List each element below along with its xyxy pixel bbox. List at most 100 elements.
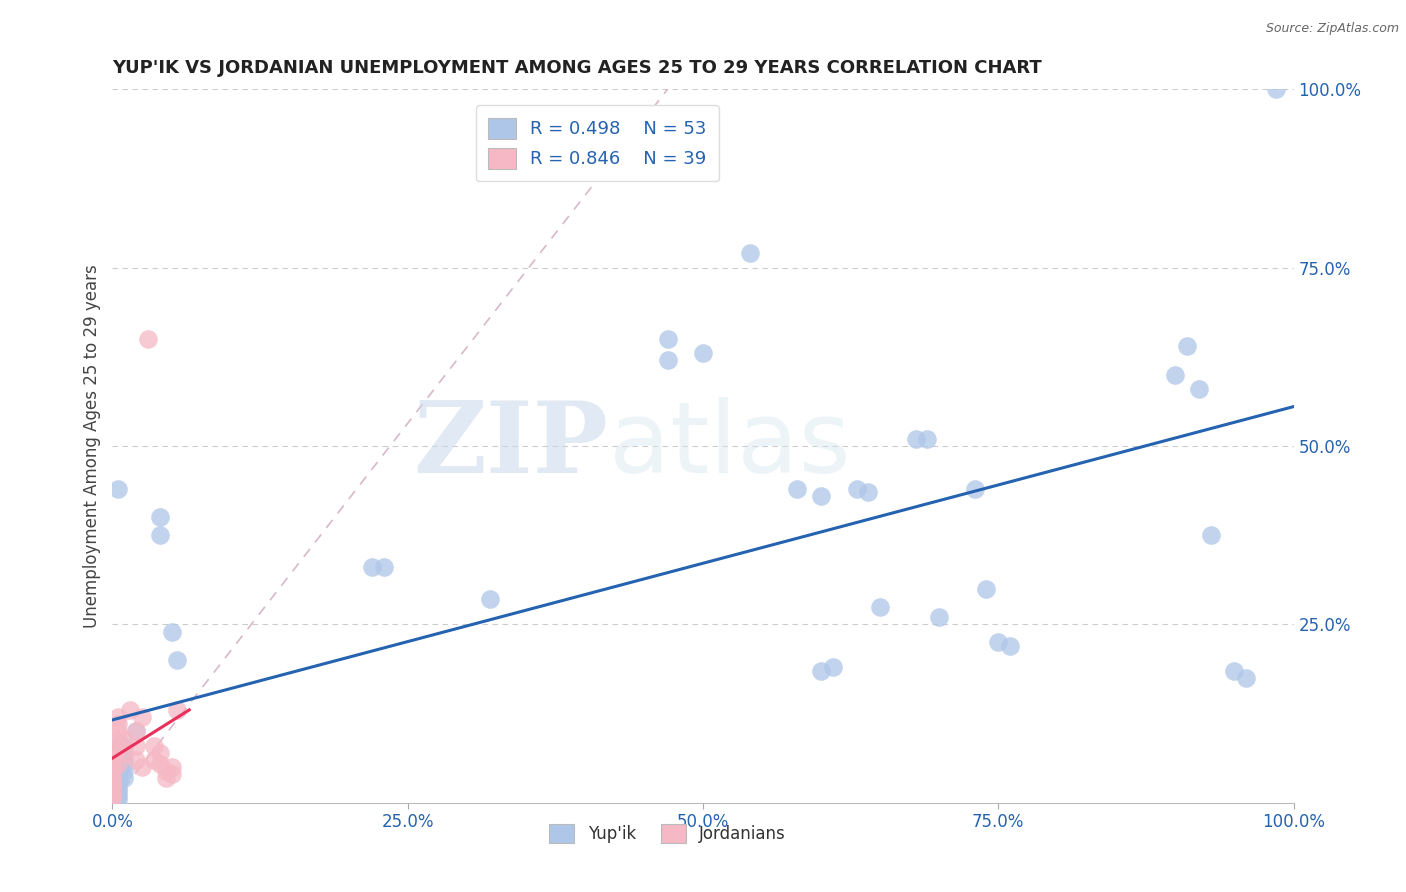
Point [987, 635, 1010, 649]
Point [112, 753, 135, 767]
Point [1175, 339, 1198, 353]
Point [1164, 368, 1187, 382]
Point [928, 610, 950, 624]
Point [149, 746, 172, 760]
Point [101, 792, 124, 806]
Point [904, 432, 927, 446]
Point [112, 771, 135, 785]
Point [125, 724, 148, 739]
Point [107, 756, 129, 771]
Point [657, 332, 679, 346]
Point [101, 774, 124, 789]
Point [1188, 382, 1211, 396]
Point [166, 703, 188, 717]
Point [166, 653, 188, 667]
Point [101, 764, 124, 778]
Point [107, 731, 129, 746]
Point [112, 746, 135, 760]
Point [107, 785, 129, 799]
Point [692, 346, 714, 360]
Point [101, 785, 124, 799]
Point [657, 353, 679, 368]
Point [136, 332, 159, 346]
Point [998, 639, 1021, 653]
Point [107, 739, 129, 753]
Point [361, 560, 384, 574]
Point [149, 510, 172, 524]
Point [1264, 82, 1286, 96]
Point [107, 774, 129, 789]
Point [101, 789, 124, 803]
Point [131, 760, 153, 774]
Point [858, 485, 880, 500]
Point [142, 739, 165, 753]
Point [149, 528, 172, 542]
Point [845, 482, 868, 496]
Point [101, 781, 124, 796]
Point [869, 599, 891, 614]
Point [125, 724, 148, 739]
Point [107, 742, 129, 756]
Point [107, 749, 129, 764]
Point [149, 756, 172, 771]
Point [101, 749, 124, 764]
Point [107, 753, 129, 767]
Point [160, 767, 183, 781]
Point [107, 764, 129, 778]
Point [963, 482, 986, 496]
Point [917, 432, 939, 446]
Point [107, 778, 129, 792]
Point [1199, 528, 1222, 542]
Point [107, 746, 129, 760]
Point [479, 592, 502, 607]
Point [112, 739, 135, 753]
Text: YUP'IK VS JORDANIAN UNEMPLOYMENT AMONG AGES 25 TO 29 YEARS CORRELATION CHART: YUP'IK VS JORDANIAN UNEMPLOYMENT AMONG A… [112, 59, 1042, 77]
Point [810, 489, 832, 503]
Y-axis label: Unemployment Among Ages 25 to 29 years: Unemployment Among Ages 25 to 29 years [83, 264, 101, 628]
Point [107, 792, 129, 806]
Point [112, 756, 135, 771]
Point [112, 746, 135, 760]
Point [125, 739, 148, 753]
Point [120, 703, 142, 717]
Point [107, 717, 129, 731]
Point [107, 771, 129, 785]
Point [373, 560, 395, 574]
Point [107, 710, 129, 724]
Point [101, 756, 124, 771]
Point [786, 482, 808, 496]
Point [101, 753, 124, 767]
Point [112, 764, 135, 778]
Point [107, 760, 129, 774]
Point [976, 582, 998, 596]
Point [821, 660, 844, 674]
Point [740, 246, 762, 260]
Point [101, 746, 124, 760]
Point [107, 739, 129, 753]
Point [112, 731, 135, 746]
Point [142, 753, 165, 767]
Point [107, 482, 129, 496]
Point [1223, 664, 1246, 678]
Point [107, 756, 129, 771]
Point [101, 778, 124, 792]
Point [107, 767, 129, 781]
Legend: Yup'ik, Jordanians: Yup'ik, Jordanians [537, 813, 797, 855]
Point [1234, 671, 1257, 685]
Point [101, 771, 124, 785]
Text: atlas: atlas [609, 398, 851, 494]
Point [131, 710, 153, 724]
Point [101, 767, 124, 781]
Point [125, 753, 148, 767]
Point [160, 624, 183, 639]
Text: ZIP: ZIP [413, 398, 609, 494]
Point [160, 760, 183, 774]
Point [155, 771, 177, 785]
Point [107, 789, 129, 803]
Point [101, 760, 124, 774]
Point [810, 664, 832, 678]
Text: Source: ZipAtlas.com: Source: ZipAtlas.com [1265, 22, 1399, 36]
Point [107, 724, 129, 739]
Point [155, 764, 177, 778]
Point [107, 781, 129, 796]
